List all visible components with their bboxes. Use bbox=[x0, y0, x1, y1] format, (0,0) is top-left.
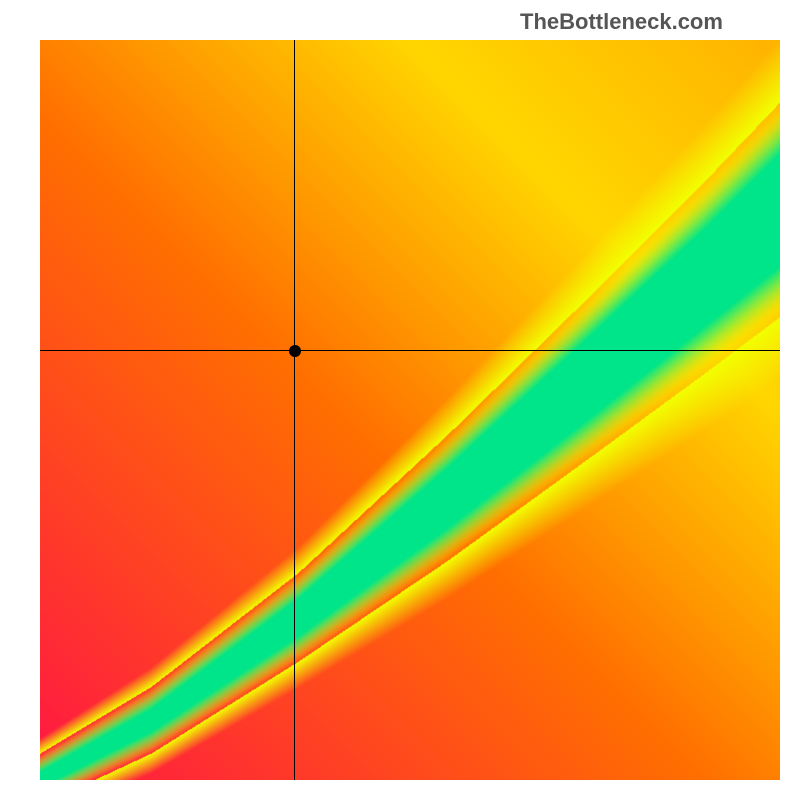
plot-area bbox=[40, 40, 780, 780]
watermark-text: TheBottleneck.com bbox=[520, 9, 723, 35]
crosshair-vertical bbox=[294, 40, 295, 780]
crosshair-point bbox=[289, 345, 301, 357]
heatmap-canvas bbox=[40, 40, 780, 780]
chart-container: TheBottleneck.com bbox=[0, 0, 800, 800]
crosshair-horizontal bbox=[40, 350, 780, 351]
